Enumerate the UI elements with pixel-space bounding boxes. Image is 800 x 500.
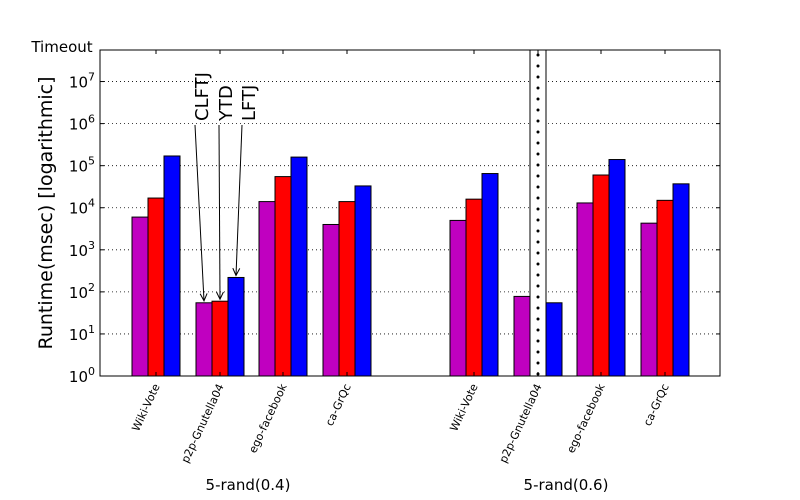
annotation-arrow (194, 124, 205, 301)
bar-ytd (147, 197, 165, 377)
timeout-dot (536, 130, 540, 134)
timeout-dot (536, 251, 540, 255)
annotation-arrowhead (216, 291, 224, 301)
timeout-markers (529, 49, 547, 377)
x-category-label: Wiki-Vote (447, 382, 480, 434)
y-axis-label: Runtime(msec) [logarithmic] (35, 76, 57, 349)
timeout-dot (536, 317, 540, 321)
bar-lftj (163, 155, 181, 377)
timeout-dot (536, 53, 540, 57)
plot-frame (99, 49, 721, 377)
bar-ytd (338, 201, 356, 377)
bar-clftj (640, 222, 658, 377)
bar-ytd (592, 174, 610, 377)
timeout-dot (536, 207, 540, 211)
y-tick-label: 103 (69, 239, 95, 260)
x-category-label: ca-GrQc (641, 382, 672, 428)
timeout-dot (536, 273, 540, 277)
bar-clftj (258, 201, 276, 377)
bar-clftj (576, 202, 594, 377)
timeout-dot (536, 152, 540, 156)
y-tick-label: 106 (69, 113, 95, 134)
timeout-dot (536, 361, 540, 365)
timeout-dot (536, 240, 540, 244)
annotation-arrow (235, 124, 243, 276)
bar-lftj (481, 173, 499, 377)
y-tick-label: 107 (69, 71, 95, 92)
x-category-label: ca-GrQc (323, 382, 354, 428)
y-axis-ticks: 100 101 102 103 104 105 106 107 (69, 71, 720, 386)
y-tick-label: 101 (69, 323, 95, 344)
bar-ytd (211, 300, 229, 377)
timeout-dot (536, 64, 540, 68)
annotation-ytd: YTD (216, 85, 237, 122)
timeout-dot (536, 141, 540, 145)
annotation-arrowhead (199, 293, 208, 302)
bar-clftj (131, 216, 149, 377)
bar-lftj (545, 302, 563, 377)
x-category-label: ego-facebook (564, 381, 608, 455)
bar-ytd (656, 199, 674, 377)
annotation-lftj: LFTJ (239, 85, 260, 121)
timeout-dot (536, 295, 540, 299)
y-tick-label: 102 (69, 281, 95, 302)
bar-lftj (290, 156, 308, 377)
timeout-dot (536, 163, 540, 167)
bar-lftj (227, 276, 245, 377)
bar-lftj (672, 183, 690, 377)
x-category-label: p2p-Gnutella04 (497, 382, 545, 465)
group-label-5-rand-0.6: 5-rand(0.6) (524, 476, 609, 494)
timeout-dot (536, 284, 540, 288)
annotations: CLFTJ YTD LFTJ (192, 72, 260, 302)
bar-lftj (608, 159, 626, 377)
timeout-dot (536, 86, 540, 90)
bar-clftj (513, 295, 531, 377)
x-category-label: ego-facebook (246, 381, 290, 455)
annotation-arrowhead (232, 267, 241, 277)
timeout-dot (536, 262, 540, 266)
annotation-arrow (218, 124, 221, 300)
timeout-dot (536, 229, 540, 233)
bar-ytd (465, 198, 483, 377)
x-category-label: Wiki-Vote (129, 382, 162, 434)
group-label-5-rand-0.4: 5-rand(0.4) (206, 476, 291, 494)
y-tick-label: 100 (69, 365, 95, 386)
x-category-label: p2p-Gnutella04 (179, 382, 227, 465)
timeout-dot (536, 328, 540, 332)
timeout-dot (536, 350, 540, 354)
timeout-dot (536, 218, 540, 222)
timeout-dot (536, 185, 540, 189)
bars (131, 155, 690, 377)
timeout-dot (536, 97, 540, 101)
timeout-dot (536, 339, 540, 343)
timeout-dot (536, 306, 540, 310)
bar-lftj (354, 185, 372, 377)
bar-clftj (449, 219, 467, 377)
timeout-dot (536, 75, 540, 79)
annotation-clftj: CLFTJ (192, 72, 213, 121)
bar-ytd (274, 176, 292, 377)
timeout-dot (536, 119, 540, 123)
timeout-label: Timeout (30, 38, 92, 56)
y-tick-label: 105 (69, 155, 95, 176)
timeout-dot (536, 174, 540, 178)
timeout-dot (536, 108, 540, 112)
timeout-dot (536, 196, 540, 200)
bar-clftj (322, 223, 340, 377)
bar-clftj (195, 302, 213, 377)
y-tick-label: 104 (69, 197, 95, 218)
